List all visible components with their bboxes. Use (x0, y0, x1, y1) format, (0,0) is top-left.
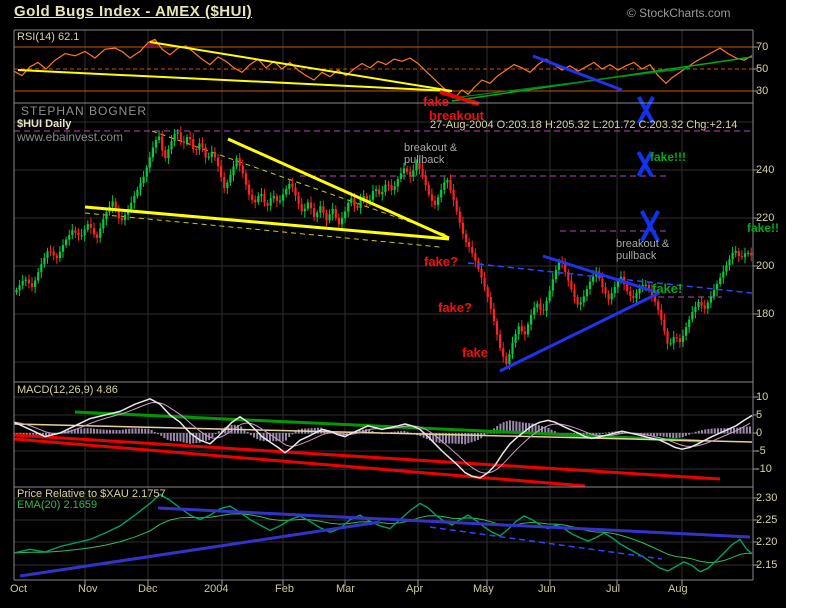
ohlc-quote-line: 27-Aug-2004 O:203.18 H:205.32 L:201.72 C… (430, 119, 738, 131)
y-axis-label: 30 (756, 85, 769, 97)
annotation-text: fake (423, 94, 450, 109)
x-axis-month-label: Dec (138, 583, 158, 595)
x-axis-month-label: Feb (275, 583, 294, 595)
y-axis-label: 180 (756, 308, 775, 320)
y-axis-label: 50 (756, 63, 769, 75)
x-axis-month-label: Aug (668, 583, 688, 595)
x-axis-month-label: Apr (406, 583, 424, 595)
annotation-text: fake!! (747, 221, 780, 235)
y-axis-label: 220 (756, 212, 775, 224)
macd-label: MACD(12,26,9) 4.86 (17, 384, 118, 396)
annotation-text: fake!!! (650, 150, 687, 164)
y-axis-label: 2.15 (756, 559, 778, 571)
y-axis-label: 5 (756, 409, 763, 421)
y-axis-label: 2.25 (756, 514, 778, 526)
y-axis-label: 2.20 (756, 536, 778, 548)
y-axis-label: 200 (756, 260, 775, 272)
annotation-text: fake? (424, 254, 458, 269)
y-axis-label: 0 (756, 427, 763, 439)
annotation-text: fake? (438, 300, 472, 315)
y-axis-label: 240 (756, 164, 775, 176)
annotation-text: fake! (652, 281, 683, 296)
x-axis-month-label: May (473, 583, 494, 595)
x-axis-month-label: Jun (538, 583, 556, 595)
x-axis-month-label: 2004 (204, 583, 229, 595)
chart-title: Gold Bugs Index - AMEX ($HUI) (14, 3, 253, 20)
annotation-text: fake (462, 345, 489, 360)
annotation-text: breakout & (404, 142, 458, 154)
annotation-text: pullback (616, 250, 657, 262)
ema-label: EMA(20) 2.1659 (17, 499, 98, 511)
stockcharts-credit: © StockCharts.com (627, 6, 731, 20)
author-watermark: STEPHAN BOGNER (21, 104, 148, 118)
y-axis-label: 2.30 (756, 492, 778, 504)
annotation-text: pullback (404, 154, 445, 166)
rsi-label: RSI(14) 62.1 (17, 31, 80, 43)
x-axis-month-label: Jul (606, 583, 621, 595)
y-axis-label: 70 (756, 41, 769, 53)
y-axis-label: -5 (756, 445, 766, 457)
x-axis-month-label: Nov (78, 583, 98, 595)
symbol-label: $HUI Daily (17, 118, 72, 130)
annotation-text: breakout & (616, 238, 670, 250)
y-axis-label: -10 (756, 463, 772, 475)
x-axis-month-label: Mar (336, 583, 355, 595)
x-axis-month-label: Oct (10, 583, 28, 595)
website-watermark: www.ebainvest.com (17, 130, 124, 144)
annotation-text: breakout (429, 108, 484, 123)
y-axis-label: 10 (756, 391, 769, 403)
price-relative-label: Price Relative to $XAU 2.1757 (17, 488, 166, 500)
